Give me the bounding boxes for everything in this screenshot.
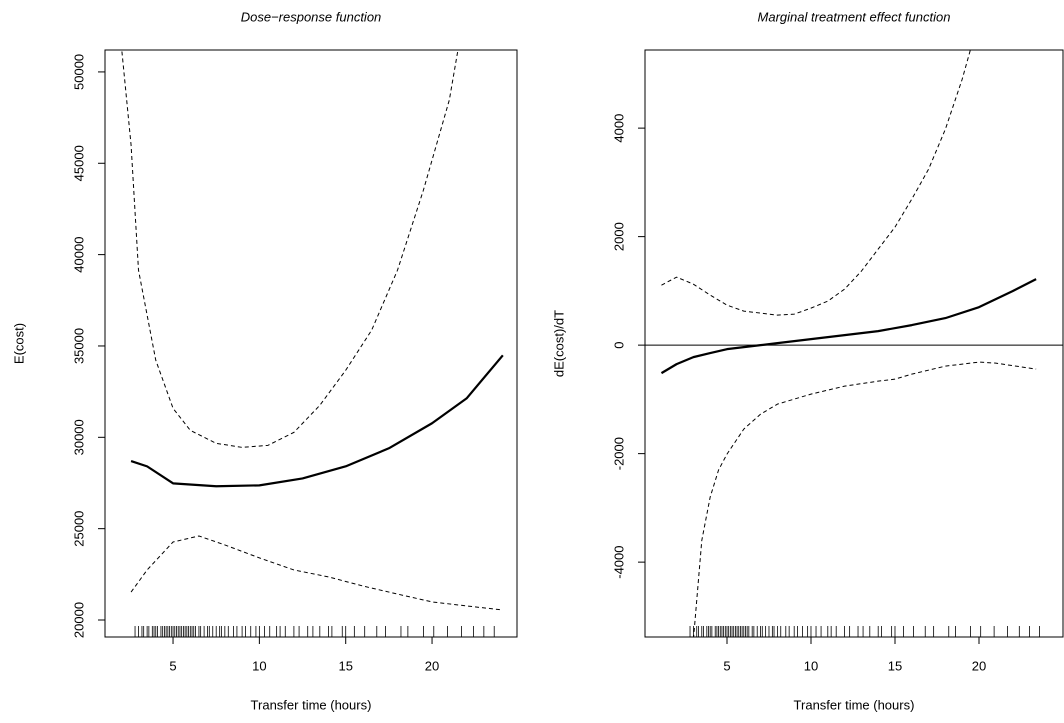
y-tick-label: 0	[611, 342, 626, 349]
panel: Dose−response function Transfer time (hou…	[11, 9, 518, 712]
plot-frame	[644, 49, 1064, 638]
plot-area	[121, 50, 504, 637]
x-tick-label: 20	[425, 658, 439, 673]
chart-title: Marginal treatment effect function	[758, 9, 951, 24]
y-tick-label: 45000	[71, 145, 86, 181]
x-axis-label: Transfer time (hours)	[251, 697, 372, 712]
x-tick-label: 5	[723, 658, 730, 673]
y-tick-label: 20000	[71, 602, 86, 638]
plot-area	[645, 50, 1063, 637]
estimate-line	[660, 278, 1037, 375]
y-tick-label: 50000	[71, 54, 86, 90]
confidence-line	[130, 535, 503, 611]
x-tick-label: 20	[972, 658, 986, 673]
y-tick-label: 4000	[611, 114, 626, 143]
x-tick-label: 15	[888, 658, 902, 673]
estimate-line	[130, 354, 504, 488]
y-axis-label: dE(cost)/dT	[551, 310, 566, 377]
confidence-line	[693, 361, 1037, 637]
y-tick-label: 30000	[71, 419, 86, 455]
y-axis-label: E(cost)	[11, 323, 26, 364]
x-tick-label: 10	[252, 658, 266, 673]
x-tick-label: 5	[169, 658, 176, 673]
y-tick-label: 35000	[71, 328, 86, 364]
x-tick-label: 15	[338, 658, 352, 673]
confidence-line	[121, 50, 459, 448]
chart-title: Dose−response function	[241, 9, 382, 24]
confidence-line	[661, 50, 971, 316]
y-tick-label: -4000	[611, 546, 626, 579]
y-tick-label: 40000	[71, 237, 86, 273]
y-tick-label: -2000	[611, 437, 626, 470]
y-tick-label: 25000	[71, 511, 86, 547]
y-tick-label: 2000	[611, 222, 626, 251]
x-tick-label: 10	[804, 658, 818, 673]
x-axis-label: Transfer time (hours)	[794, 697, 915, 712]
plot-frame	[104, 49, 518, 638]
panel: Marginal treatment effect function Transf…	[551, 9, 1064, 712]
